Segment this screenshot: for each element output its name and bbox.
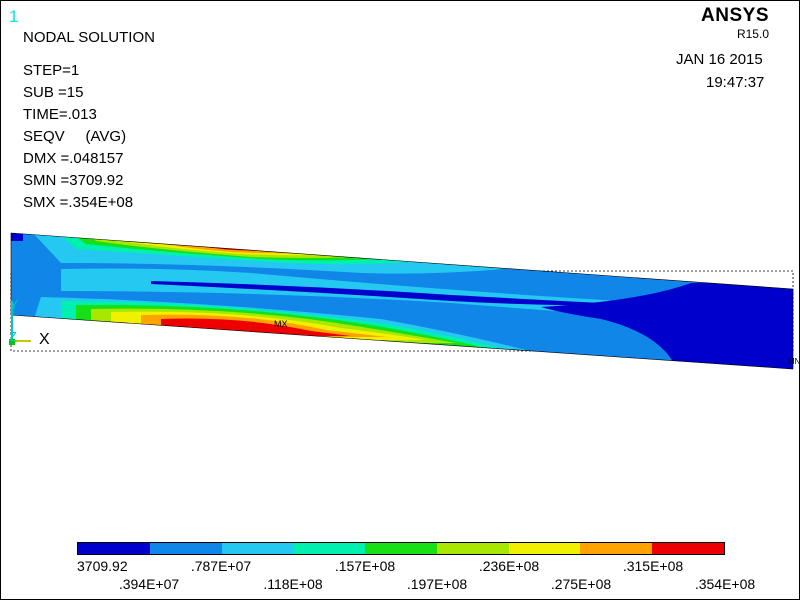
contour-band-left-end [11, 233, 23, 241]
contour-legend-bar [77, 542, 725, 555]
legend-tick-label: .315E+08 [622, 558, 684, 574]
info-result-item: SEQV (AVG) [23, 128, 127, 145]
triad-y-label: Y [10, 298, 18, 312]
legend-swatch [436, 543, 509, 554]
version-label: R15.0 [736, 27, 769, 41]
triad-z-label: Z [9, 329, 17, 344]
beam-outline [10, 232, 794, 370]
contour-band-minimum [151, 281, 641, 306]
legend-tick-label: .157E+08 [334, 558, 396, 574]
info-smx: SMX =.354E+08 [23, 194, 134, 211]
max-marker: MX [274, 319, 288, 329]
triad-x-label: X [39, 331, 50, 348]
info-substep: SUB =15 [23, 84, 84, 101]
contour-band-right-end [541, 283, 793, 369]
legend-swatch [365, 543, 437, 554]
legend-swatch [221, 543, 294, 554]
triad-origin [9, 339, 15, 345]
deformed-beam-contours [11, 233, 793, 369]
legend-swatch [652, 543, 725, 554]
info-time: TIME=.013 [23, 106, 97, 123]
legend-swatch [293, 543, 366, 554]
legend-tick-label: .394E+07 [118, 576, 180, 592]
info-step: STEP=1 [23, 62, 80, 79]
solution-title: NODAL SOLUTION [23, 29, 155, 46]
date-label: JAN 16 2015 [676, 51, 763, 68]
legend-tick-label: .354E+08 [694, 576, 756, 592]
legend-swatch [149, 543, 222, 554]
legend-swatch [580, 543, 653, 554]
info-dmx: DMX =.048157 [23, 150, 124, 167]
min-marker: MN [788, 357, 799, 366]
legend-tick-label: 3709.92 [77, 558, 128, 574]
legend-swatch [508, 543, 581, 554]
legend-tick-label: .236E+08 [478, 558, 540, 574]
legend-tick-label: .275E+08 [550, 576, 612, 592]
legend-tick-label: .118E+08 [263, 576, 323, 592]
legend-tick-label: .197E+08 [406, 576, 468, 592]
window-number: 1 [9, 7, 19, 26]
time-label: 19:47:37 [706, 74, 765, 91]
legend-tick-label: .787E+07 [190, 558, 252, 574]
info-smn: SMN =3709.92 [23, 172, 124, 189]
ansys-logo: ANSYS [701, 5, 769, 26]
legend-swatch [78, 543, 150, 554]
